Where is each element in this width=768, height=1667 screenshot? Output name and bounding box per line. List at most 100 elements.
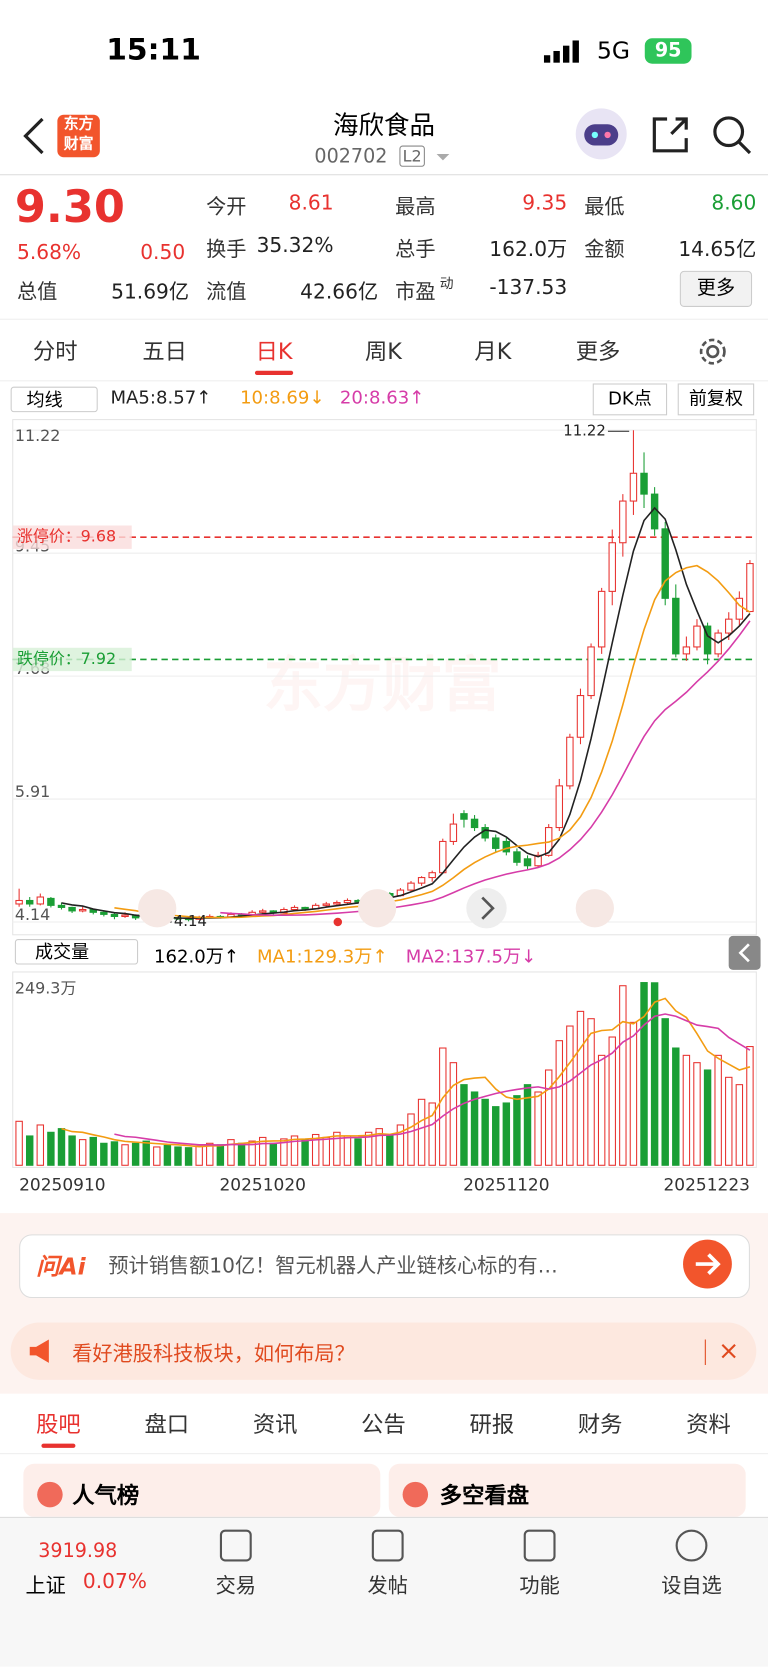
chart-control-icon [481,896,495,920]
chart-control[interactable] [138,889,177,928]
candle-body [640,472,648,495]
ma20: 20:8.63↑ [339,387,425,409]
feed-tab[interactable]: 股吧 [36,1411,81,1438]
volume-bar [735,1084,744,1166]
volume-bar [714,1054,722,1166]
feed-tab[interactable]: 财务 [577,1411,623,1438]
nav-icon[interactable] [523,1529,556,1562]
volume-bar [153,1146,161,1166]
collapse-icon [738,943,750,963]
volume-bar [555,1040,564,1166]
candle-body [449,823,458,842]
field-value: 14.65亿 [678,237,757,262]
level: L2 [399,145,425,167]
candle-body [576,695,585,738]
volume-bar [280,1138,288,1166]
dk-button[interactable]: DK点 [592,383,668,416]
volume-bar [650,982,659,1166]
nav-label[interactable]: 功能 [519,1574,560,1598]
dropdown[interactable] [436,152,451,163]
candle-body [121,914,129,917]
chart-control[interactable] [575,889,614,928]
nav-label[interactable]: 设自选 [661,1574,722,1598]
feed-tab[interactable]: 资讯 [252,1411,298,1438]
candle-body [481,827,489,839]
candle-body [492,837,500,849]
adjust-button[interactable]: 前复权 [677,383,755,416]
price: 9.30 [14,180,125,233]
period-tab[interactable]: 五日 [142,338,187,365]
limit-tag [12,647,132,672]
logo: 东方 财富 [57,114,100,158]
period-tab[interactable]: 分时 [32,338,78,365]
nav-icon[interactable] [219,1529,252,1562]
volume-bar [301,1139,309,1166]
volume-bar [725,1076,733,1166]
nav-icon[interactable] [371,1529,404,1562]
volume-bar [227,1139,235,1166]
candle-body [672,597,680,655]
card[interactable] [388,1463,746,1517]
period-tab[interactable]: 周K [364,338,402,365]
x-tick-label: 20251120 [463,1175,549,1195]
period-tab[interactable]: 更多 [575,338,621,365]
volume-bar [248,1140,256,1166]
notice-bar[interactable] [10,1322,757,1380]
candle-body [333,902,341,905]
candle-body [566,736,574,787]
ma-select[interactable]: 均线 [10,386,98,413]
feed-tab[interactable]: 盘口 [144,1411,190,1438]
chart-control[interactable] [357,889,397,928]
field-label: 市盈 [395,280,436,304]
robot-avatar[interactable] [574,106,629,161]
candle-body [15,899,23,905]
volume-bar [672,1047,680,1166]
price-frame [12,419,757,936]
volume-bar [619,985,627,1166]
volume-select[interactable]: 成交量 [14,939,139,965]
card-icon [402,1481,429,1508]
volume-bar [206,1142,214,1166]
low-label: 4.14 [174,912,207,930]
nav-label[interactable]: 发帖 [367,1574,408,1598]
candle-body [682,646,691,655]
card-title: 人气榜 [72,1482,140,1509]
search-button[interactable] [712,115,752,155]
volume-bar [142,1140,150,1166]
feed-tab[interactable]: 研报 [469,1411,515,1438]
feed-tab[interactable]: 公告 [361,1411,406,1438]
period-tab[interactable]: 日K [255,338,293,365]
ai-banner[interactable] [19,1234,750,1299]
volume-bar [237,1142,246,1166]
limit-label: 跌停价：7.92 [17,649,116,668]
period-tab[interactable]: 月K [474,338,512,365]
volume-bar [587,1018,595,1166]
volume-bar [322,1136,330,1166]
candle-body [417,877,426,884]
more-button[interactable]: 更多 [679,270,753,307]
volume-bar [121,1144,129,1166]
back-button[interactable] [21,117,46,155]
share-button[interactable] [650,115,690,155]
nav-icon[interactable] [675,1529,708,1562]
volume-bar [407,1113,415,1166]
volume-bar [78,1139,87,1166]
settings[interactable] [697,336,729,368]
volume-bar [25,1135,34,1166]
candle-body [428,872,436,879]
candle-body [110,913,119,917]
field-value: 9.35 [522,191,568,215]
field-value: 42.66亿 [300,280,379,304]
nav-label[interactable]: 交易 [215,1574,256,1598]
vol-ma-line [114,1013,751,1146]
ai-go[interactable] [682,1239,733,1290]
notice-close[interactable] [701,1338,743,1366]
volume-bar [746,1046,754,1166]
candle-body [735,597,744,620]
volume-bar [57,1128,66,1166]
card[interactable] [23,1463,381,1517]
volume-bar [513,1095,521,1166]
field-value: 51.69亿 [111,280,190,304]
volume-bar [216,1144,225,1166]
feed-tab[interactable]: 资料 [686,1411,731,1438]
